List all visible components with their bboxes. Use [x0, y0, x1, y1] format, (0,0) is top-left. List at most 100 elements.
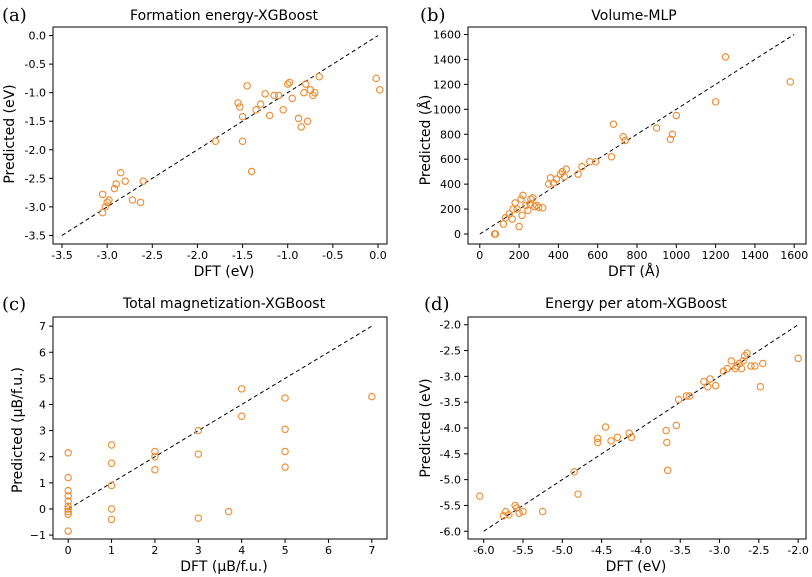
panel-d-point — [719, 367, 728, 375]
panel-a-y-tick-label: -3.0 — [25, 201, 46, 214]
panel-b-point — [560, 172, 569, 181]
panel-a-point — [105, 196, 113, 204]
panel-c-point — [64, 497, 72, 505]
panel-d-point — [593, 434, 602, 443]
panel-a-frame — [52, 26, 388, 245]
panel-d-point — [723, 364, 732, 373]
panel-b-reference-line — [479, 34, 795, 235]
panel-d-point — [663, 466, 672, 475]
panel-c-x-tick-label: 5 — [282, 544, 289, 557]
panel-c-point — [107, 505, 116, 513]
panel-d-point — [703, 382, 712, 391]
panel-b-point — [574, 170, 582, 178]
panel-c-point — [64, 507, 72, 516]
panel-a-point — [234, 99, 242, 107]
panel-b-point — [515, 222, 523, 231]
panel-c-reference-line — [67, 325, 373, 510]
panel-d-point — [672, 421, 681, 430]
panel-b-point — [578, 162, 586, 171]
panel-d-y-tick-label: -5.5 — [440, 499, 461, 512]
panel-d-point — [737, 364, 746, 373]
panel-c-point — [107, 515, 116, 524]
panel-d-y-label: Predicted (eV) — [418, 378, 434, 477]
panel-d-x-tick-label: -4.0 — [630, 544, 651, 557]
panel-d-letter: (d) — [424, 294, 450, 315]
panel-c-y-tick-label: 3 — [39, 425, 46, 438]
panel-a-point — [139, 177, 148, 185]
panel-b-point — [621, 136, 629, 145]
panel-d-y-tick-label: -6.0 — [440, 525, 461, 538]
panel-a-point — [297, 123, 305, 131]
panel-d-point — [574, 490, 582, 498]
panel-a-point — [294, 114, 303, 123]
panel-c-point — [237, 385, 246, 393]
panel-d-point — [674, 395, 683, 404]
panel-a-x-tick-label: -1.5 — [232, 249, 253, 262]
panel-c-point — [107, 459, 116, 468]
panel-b-point — [558, 167, 567, 176]
panel-b-point — [513, 205, 521, 213]
panel-c-y-tick-label: 2 — [39, 451, 46, 464]
panel-c-point — [64, 492, 72, 500]
panel-a-x-tick-label: 0.0 — [369, 249, 387, 262]
panel-a-point — [211, 137, 220, 145]
panel-a-reference-line — [61, 35, 379, 236]
panel-b-point — [591, 157, 600, 166]
panel-d-point — [613, 433, 622, 442]
panel-a-point — [372, 74, 380, 83]
panel-d-y-tick-label: -2.0 — [440, 319, 461, 332]
panel-b-point — [531, 202, 539, 211]
panel-b-point — [668, 130, 677, 139]
panel-b-point — [499, 220, 508, 228]
panel-c-point — [64, 502, 72, 511]
panel-a-point — [261, 90, 269, 98]
panel-b-letter: (b) — [420, 5, 446, 26]
panel-c-y-tick-label: 7 — [39, 320, 46, 333]
panel-b-y-label: Predicted (Å) — [417, 95, 434, 186]
panel-c-point — [151, 452, 159, 461]
panel-a-y-tick-label: 0.0 — [29, 30, 47, 43]
panel-d-point — [627, 433, 636, 442]
panel-d-point — [759, 359, 767, 368]
panel-a-x-tick-label: -2.5 — [142, 249, 163, 262]
panel-d-point — [476, 492, 484, 500]
panel-a-point — [274, 91, 283, 100]
panel-a-point — [121, 177, 129, 185]
panel-d-x-tick-label: -5.0 — [552, 544, 573, 557]
panel-c-point — [368, 392, 376, 401]
panel-a-point — [300, 88, 308, 97]
panel-c-point — [281, 425, 289, 434]
panel-b-x-tick-label: 1000 — [662, 249, 690, 262]
panel-a-letter: (a) — [2, 5, 27, 26]
panel-c-point — [64, 505, 72, 513]
panel-a-title: Formation energy-XGBoost — [130, 8, 318, 24]
panel-b-x-tick-label: 200 — [509, 249, 530, 262]
panel-b-x-tick-label: 800 — [627, 249, 648, 262]
panel-a-point — [265, 111, 274, 120]
panel-a-point — [112, 180, 120, 188]
panel-d-x-tick-label: -2.0 — [787, 544, 808, 557]
panel-d-point — [593, 438, 602, 447]
panel-b-point — [508, 215, 516, 223]
panel-d-reference-line — [483, 324, 799, 532]
panel-b-x-tick-label: 400 — [548, 249, 569, 262]
panel-c-point — [151, 466, 159, 474]
panel-c-x-tick-label: 2 — [151, 544, 158, 557]
panel-a-point — [243, 82, 251, 90]
panel-b-point — [619, 132, 627, 141]
panel-d-y-tick-label: -2.5 — [440, 345, 461, 358]
panel-d-x-tick-label: -6.0 — [473, 544, 494, 557]
panel-d-point — [682, 392, 691, 400]
panel-a-y-tick-label: -2.5 — [25, 172, 46, 185]
panel-c-y-tick-label: 0 — [39, 503, 46, 516]
panel-b-point — [721, 53, 730, 61]
panel-b: (b) Volume-MLP DFT (Å) Predicted (Å) 0 20… — [417, 5, 808, 280]
panel-a-y-tick-label: -2.0 — [25, 144, 46, 157]
panel-a-point — [101, 203, 110, 211]
panel-a-x-tick-label: -3.0 — [96, 249, 117, 262]
panel-d-y-tick-label: -4.5 — [440, 448, 461, 461]
panel-c-point — [237, 412, 246, 420]
panel-b-x-tick-label: 0 — [476, 249, 483, 262]
panel-b-point — [652, 124, 661, 132]
panel-d-point — [685, 392, 694, 400]
